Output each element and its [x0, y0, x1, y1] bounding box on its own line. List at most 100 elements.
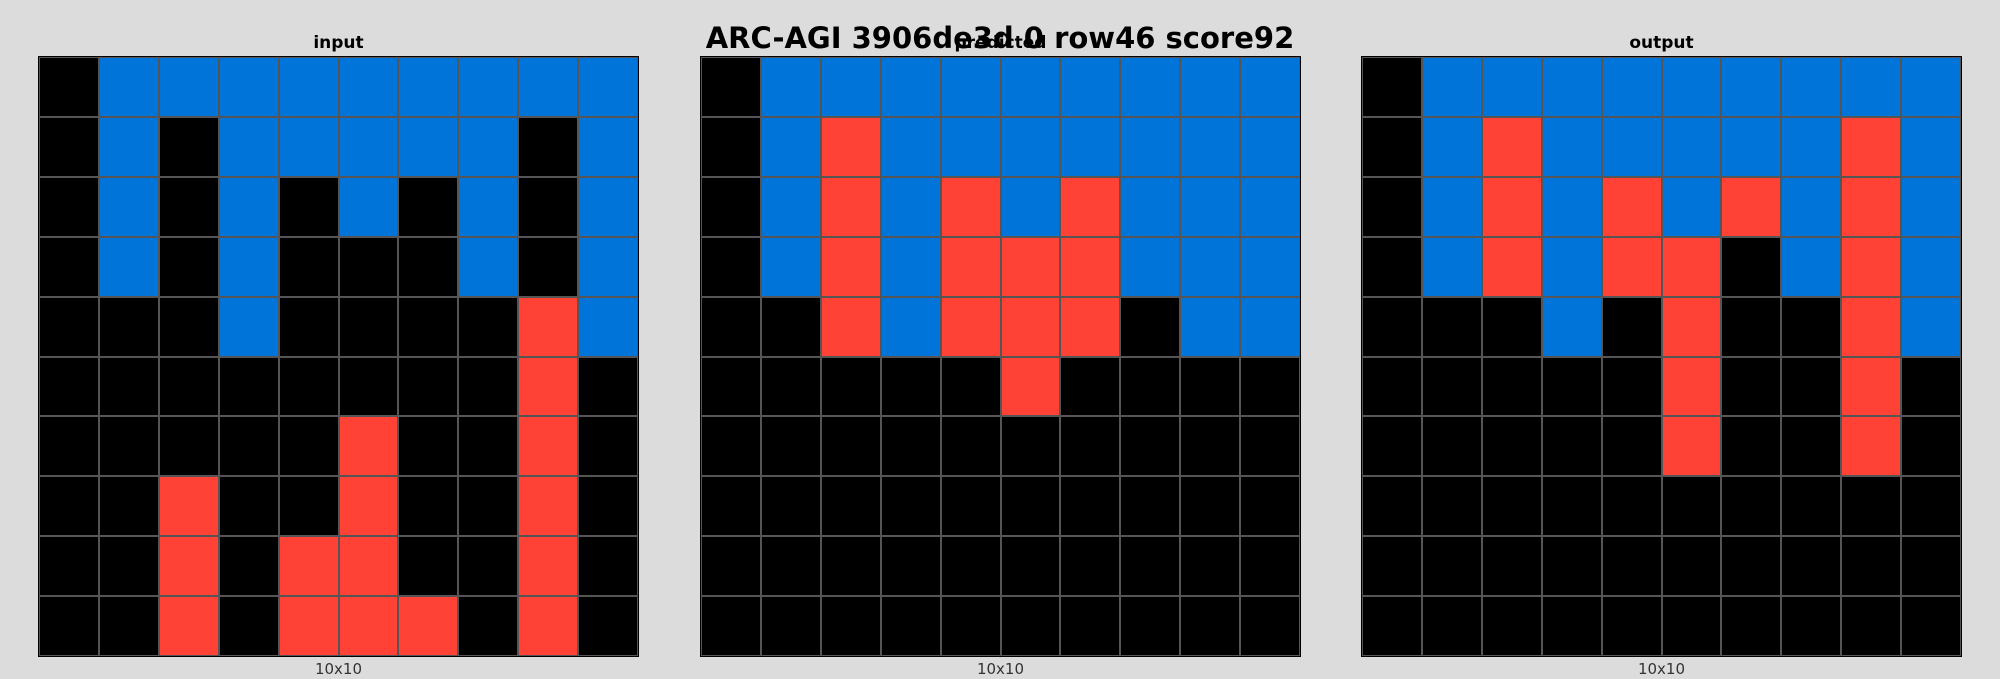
grid-cell [701, 116, 761, 177]
grid-cell [1421, 57, 1482, 117]
grid-cell [1362, 356, 1422, 417]
grid-cell [820, 176, 881, 237]
grid-cell [1721, 296, 1782, 357]
grid-cell [820, 236, 881, 297]
grid-cell [820, 536, 881, 597]
grid-cell [940, 116, 1001, 177]
grid-cell [98, 236, 159, 297]
grid-cell [398, 596, 459, 656]
grid-cell [880, 356, 941, 417]
grid-cell [760, 57, 821, 117]
grid-cell [518, 356, 579, 417]
grid-cell [218, 236, 279, 297]
grid-cell [458, 416, 519, 477]
grid-cell [1000, 416, 1061, 477]
grid-cell [1060, 236, 1121, 297]
grid-cell [1240, 116, 1300, 177]
grid-cell [701, 176, 761, 237]
grid-cell [1841, 416, 1902, 477]
grid-cell [578, 57, 638, 117]
grid-cell [278, 476, 339, 537]
grid-cell [880, 596, 941, 656]
grid-cell [1421, 236, 1482, 297]
grid-cell [701, 57, 761, 117]
grid-cell [1781, 356, 1842, 417]
grid-cell [578, 536, 638, 597]
grid-cell [820, 596, 881, 656]
grid-cell [1661, 596, 1722, 656]
grid-cell [1180, 596, 1241, 656]
grid-cell [1240, 57, 1300, 117]
grid-cell [880, 416, 941, 477]
grid-cell [1421, 176, 1482, 237]
grid-cell [701, 536, 761, 597]
grid-cell [1362, 476, 1422, 537]
grid-cell [158, 356, 219, 417]
grid-cell [458, 356, 519, 417]
grid-cell [398, 116, 459, 177]
grid-cell [701, 476, 761, 537]
grid-cell [1601, 356, 1662, 417]
grid-cell [1841, 476, 1902, 537]
grid-cell [1481, 236, 1542, 297]
grid-cell [398, 176, 459, 237]
grid-cell [98, 57, 159, 117]
grid-cell [518, 536, 579, 597]
grid-cell [1901, 476, 1961, 537]
grid-cell [218, 476, 279, 537]
grid-cell [39, 176, 99, 237]
grid-cell [880, 476, 941, 537]
grid-cell [880, 236, 941, 297]
predicted-grid [700, 56, 1301, 657]
grid-cell [820, 416, 881, 477]
grid-cell [218, 176, 279, 237]
grid-cell [1721, 236, 1782, 297]
grid-cell [1841, 536, 1902, 597]
grid-cell [218, 416, 279, 477]
grid-cell [338, 57, 399, 117]
grid-cell [158, 476, 219, 537]
grid-cell [1541, 596, 1602, 656]
grid-cell [98, 296, 159, 357]
grid-cell [1362, 57, 1422, 117]
grid-cell [218, 116, 279, 177]
grid-cell [760, 596, 821, 656]
grid-cell [578, 596, 638, 656]
grid-cell [158, 176, 219, 237]
grid-cell [760, 536, 821, 597]
grid-cell [458, 536, 519, 597]
grid-cell [940, 416, 1001, 477]
grid-cell [1541, 296, 1602, 357]
grid-cell [1541, 356, 1602, 417]
grid-cell [1000, 356, 1061, 417]
grid-cell [338, 176, 399, 237]
grid-cell [578, 416, 638, 477]
grid-cell [1601, 536, 1662, 597]
grid-cell [1120, 57, 1181, 117]
grid-cell [458, 476, 519, 537]
grid-cell [701, 236, 761, 297]
grid-cell [1240, 236, 1300, 297]
grid-cell [1060, 356, 1121, 417]
grid-cell [1841, 57, 1902, 117]
input-panel: input 10x10 [38, 30, 639, 679]
grid-cell [760, 476, 821, 537]
grid-cell [940, 596, 1001, 656]
grid-cell [1362, 116, 1422, 177]
grid-cell [1240, 176, 1300, 237]
grid-cell [278, 296, 339, 357]
grid-cell [940, 296, 1001, 357]
grid-cell [39, 536, 99, 597]
grid-cell [1060, 296, 1121, 357]
grid-cell [39, 356, 99, 417]
grid-cell [1180, 116, 1241, 177]
grid-cell [940, 57, 1001, 117]
grid-cell [1120, 116, 1181, 177]
grid-cell [1060, 536, 1121, 597]
grid-cell [1481, 296, 1542, 357]
grid-cell [1240, 596, 1300, 656]
grid-cell [398, 296, 459, 357]
grid-cell [158, 57, 219, 117]
grid-cell [1060, 476, 1121, 537]
grid-cell [1060, 116, 1121, 177]
